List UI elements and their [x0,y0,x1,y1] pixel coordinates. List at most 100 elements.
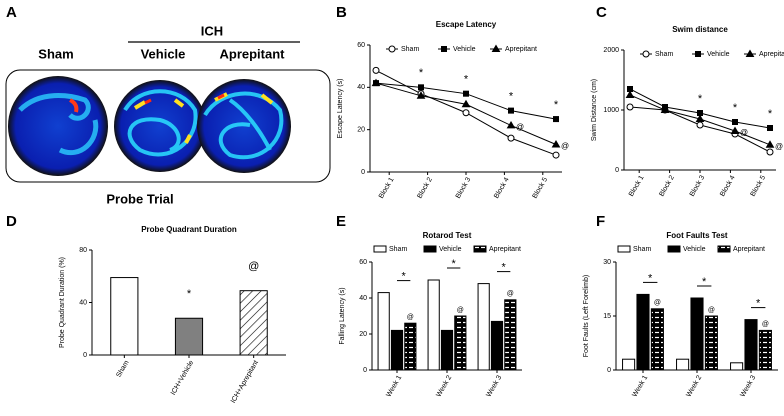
annotation: @ [740,128,748,137]
bar [440,329,454,371]
point [388,45,396,53]
annotation: * [419,67,424,79]
x-tick-label: Block 2 [658,174,676,197]
y-tick-label: 1000 [603,107,619,114]
point [507,134,515,142]
y-axis-label: Escape Latency (s) [337,79,344,139]
legend-label: Sham [655,51,673,58]
point [745,49,755,57]
annotation: @ [708,307,715,314]
y-tick-label: 0 [363,367,367,374]
annotation: * [698,93,703,105]
annotation: * [464,74,469,86]
panel-label: D [6,213,17,230]
bar [377,292,390,371]
caption: Probe Trial [106,191,173,206]
panel-label: F [596,213,605,230]
bar [730,362,744,371]
bar [622,358,636,371]
legend-label: Sham [633,246,651,253]
panel-label: E [336,213,346,230]
legend-swatch [667,245,681,253]
y-tick-label: 60 [357,42,365,49]
annotation: * [702,276,707,288]
point [506,120,516,129]
point [416,91,426,99]
y-tick-label: 80 [79,247,87,254]
y-tick-label: 60 [359,259,367,266]
group-label: ICH [201,23,223,38]
annotation: @ [654,300,661,307]
x-tick-label: Week 3 [485,374,503,398]
chart-title: Probe Quadrant Duration [141,225,237,234]
y-axis-label: Falling Latency (s) [339,287,346,344]
annotation: * [756,298,761,310]
chart-title: Swim distance [672,25,728,34]
legend-label: Aprepitant [505,46,537,53]
point [625,90,635,98]
point [463,90,469,97]
legend-label: Aprepitant [489,246,521,253]
point [441,46,447,52]
x-tick-label: ICH+Aprepitant [230,359,260,404]
annotation: * [187,288,192,300]
y-tick-label: 40 [79,299,87,306]
bar [239,290,268,356]
point [642,50,650,58]
legend-label: Sham [401,46,419,53]
x-tick-label: Block 3 [455,176,473,199]
annotation: * [402,271,407,283]
bar [704,315,718,371]
x-tick-label: Block 5 [750,174,768,197]
annotation: @ [457,307,464,314]
x-tick-label: Block 1 [628,174,646,197]
point [461,99,471,108]
point [696,121,704,129]
point [660,105,670,113]
bar [636,293,650,371]
bar [744,319,758,371]
heatmap [8,76,108,176]
chart-title: Foot Faults Test [666,231,728,240]
x-tick-label: Week 1 [385,374,403,398]
point [765,140,775,148]
y-tick-label: 2000 [603,47,619,54]
heatmap [114,80,206,172]
bar [390,329,404,371]
bar [110,277,139,356]
heatmap [197,79,291,173]
legend-label: Aprepitant [759,51,784,58]
legend-swatch [373,245,387,253]
point [462,109,470,117]
x-tick-label: Block 3 [689,174,707,197]
x-tick-label: Week 2 [685,374,703,398]
annotation: @ [407,314,414,321]
point [767,125,773,131]
point [553,116,559,123]
y-tick-label: 20 [359,331,367,338]
annotation: * [452,258,457,270]
point [730,126,740,134]
condition-label: Vehicle [141,46,186,61]
point [508,107,514,114]
annotation: @ [248,261,259,273]
legend-swatch [473,245,487,253]
bar [650,308,664,371]
bar [676,358,690,371]
point [695,51,701,57]
legend-label: Vehicle [707,51,730,58]
x-tick-label: Block 4 [493,176,511,199]
y-tick-label: 0 [361,169,365,176]
x-tick-label: Block 4 [719,174,737,197]
point [551,139,561,148]
y-tick-label: 0 [615,167,619,174]
chart-title: Escape Latency [436,20,497,29]
frame [5,69,331,183]
y-axis-label: Probe Quadrant Duration (%) [59,257,66,348]
y-tick-label: 40 [359,295,367,302]
legend-label: Vehicle [683,246,706,253]
x-tick-label: ICH+Vehicle [170,359,195,396]
x-tick-label: Week 2 [435,374,453,398]
bar [404,322,417,371]
